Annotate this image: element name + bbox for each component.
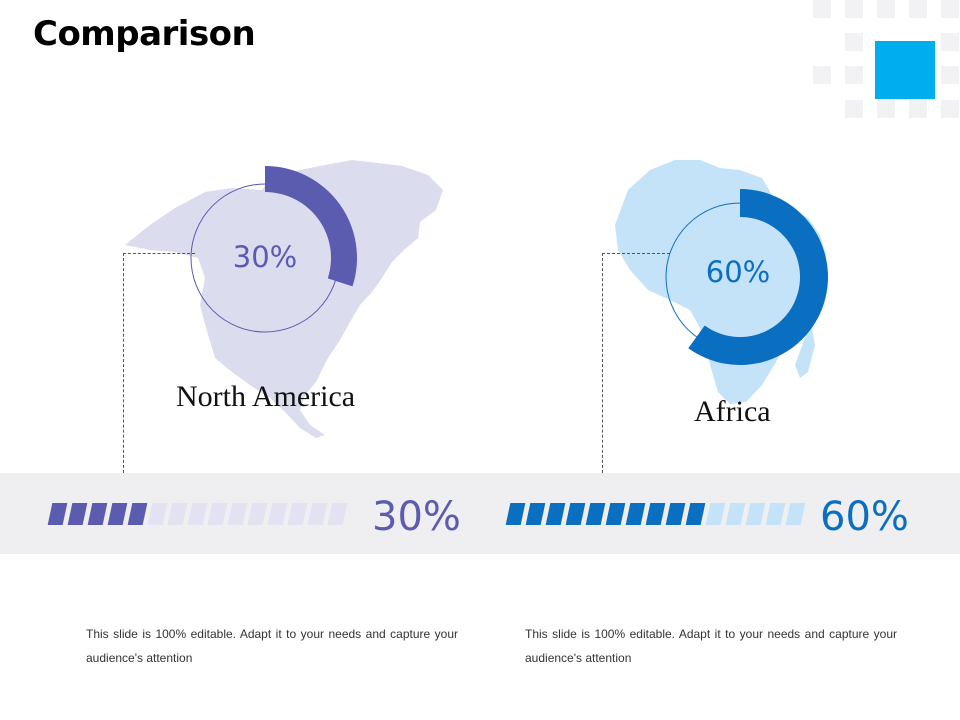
- madagascar-map: [795, 328, 815, 378]
- progress-segment: [585, 503, 606, 525]
- progress-segment: [327, 503, 348, 525]
- progress-segment: [645, 503, 666, 525]
- accent-square: [875, 41, 935, 99]
- africa-label: Africa: [694, 395, 771, 428]
- north-america-description: This slide is 100% editable. Adapt it to…: [86, 627, 458, 665]
- progress-segment: [605, 503, 626, 525]
- africa-connector-h: [602, 253, 670, 254]
- north-america-map: [125, 160, 443, 438]
- progress-segment: [147, 503, 168, 525]
- progress-segment: [247, 503, 268, 525]
- progress-segment: [625, 503, 646, 525]
- progress-segment: [167, 503, 188, 525]
- north-america-donut-arc: [265, 166, 357, 287]
- africa-progress-bar: [505, 503, 818, 525]
- progress-segment: [545, 503, 566, 525]
- north-america-connector-h: [123, 253, 195, 254]
- africa-donut-label: 60%: [705, 255, 771, 289]
- progress-segment: [725, 503, 746, 525]
- progress-segment: [107, 503, 128, 525]
- progress-segment: [287, 503, 308, 525]
- north-america-donut-label: 30%: [232, 240, 298, 274]
- progress-segment: [227, 503, 248, 525]
- progress-segment: [307, 503, 328, 525]
- africa-percent: 60%: [820, 494, 909, 540]
- progress-segment: [665, 503, 686, 525]
- donut-charts: [190, 166, 828, 365]
- progress-segment: [267, 503, 288, 525]
- progress-segment: [87, 503, 108, 525]
- progress-segment: [565, 503, 586, 525]
- north-america-progress-bar: [47, 503, 360, 525]
- progress-segment: [187, 503, 208, 525]
- progress-segment: [505, 503, 526, 525]
- progress-segment: [705, 503, 726, 525]
- north-america-percent: 30%: [372, 494, 461, 540]
- africa-donut-arc: [688, 188, 828, 365]
- progress-segment: [47, 503, 68, 525]
- page-title: Comparison: [33, 14, 256, 54]
- progress-segment: [525, 503, 546, 525]
- africa-description: This slide is 100% editable. Adapt it to…: [525, 627, 897, 665]
- progress-segment: [67, 503, 88, 525]
- north-america-donut: [190, 166, 357, 333]
- decorative-squares: [813, 0, 959, 118]
- north-america-label: North America: [176, 380, 356, 413]
- progress-segment: [765, 503, 786, 525]
- north-america-connector-v: [123, 253, 124, 473]
- progress-segment: [745, 503, 766, 525]
- progress-segment: [685, 503, 706, 525]
- progress-segment: [785, 503, 806, 525]
- progress-segment: [127, 503, 148, 525]
- africa-connector-v: [602, 253, 603, 473]
- progress-segment: [207, 503, 228, 525]
- africa-donut: [665, 188, 828, 365]
